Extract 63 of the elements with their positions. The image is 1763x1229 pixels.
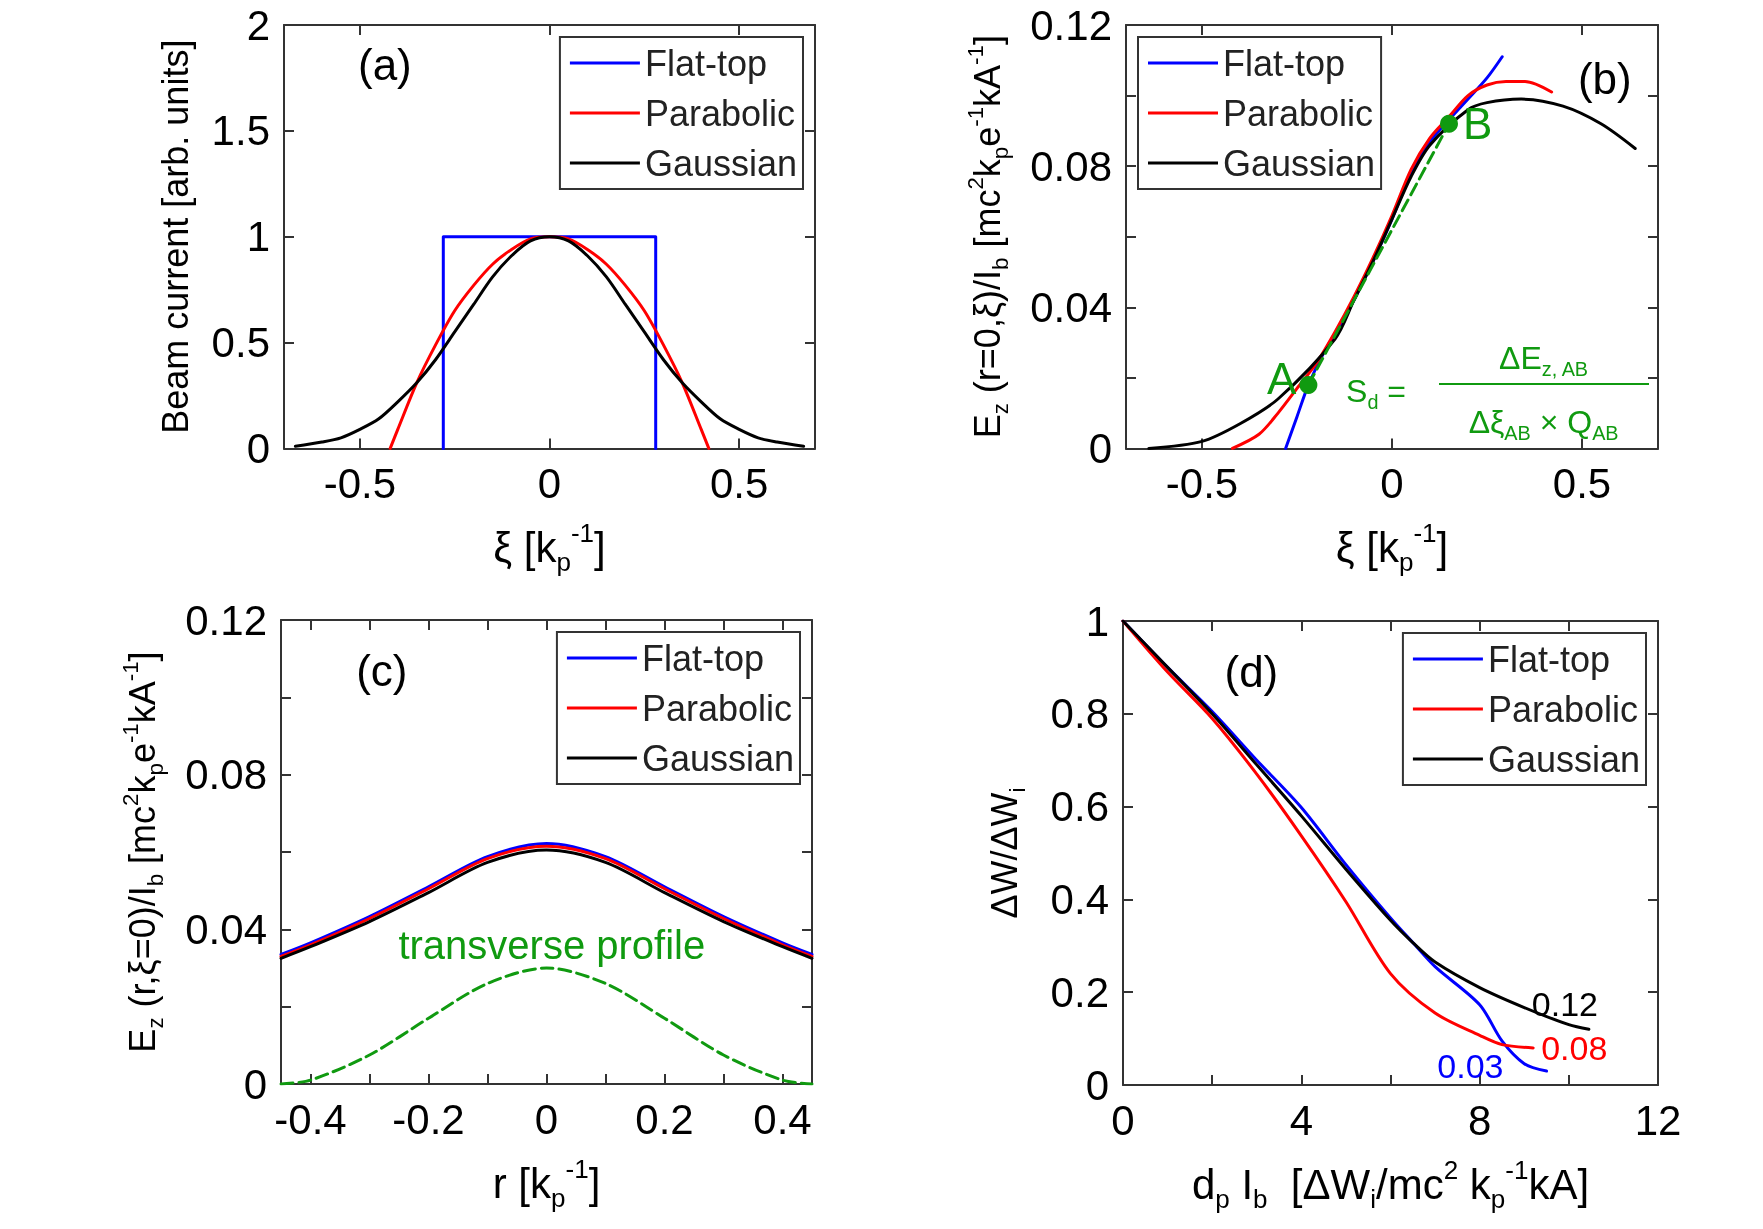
x-tick-label: 0.2 xyxy=(635,1095,694,1143)
y-axis-title: ΔW/ΔWi xyxy=(984,787,1030,919)
annotation: (c) xyxy=(356,645,408,696)
legend-label: Flat-top xyxy=(1487,638,1610,680)
legend-label: Flat-top xyxy=(644,42,767,84)
data-label: 0.12 xyxy=(1531,985,1598,1024)
y-axis-title: Beam current [arb. units] xyxy=(155,39,197,434)
y-tick-label: 0.08 xyxy=(1030,142,1112,190)
annotation: (b) xyxy=(1577,53,1632,104)
y-tick-label: 0.12 xyxy=(185,596,267,644)
y-tick-label: 0 xyxy=(246,424,270,472)
x-tick-label: -0.5 xyxy=(323,459,397,507)
x-tick-label: -0.2 xyxy=(392,1095,465,1143)
x-tick-label: 0.4 xyxy=(753,1095,812,1143)
y-tick-label: 1 xyxy=(246,213,270,261)
y-tick-label: 0.08 xyxy=(185,751,267,799)
x-tick-label: 4 xyxy=(1289,1096,1314,1144)
y-tick-label: 0.04 xyxy=(185,905,267,953)
data-label: 0.08 xyxy=(1541,1028,1608,1067)
x-tick-label: 0 xyxy=(534,1095,559,1143)
y-tick-label: 1 xyxy=(1085,597,1109,645)
legend-label: Parabolic xyxy=(644,92,796,134)
x-tick-label: 0 xyxy=(1380,459,1404,507)
annotation: transverse profile xyxy=(398,922,706,967)
x-tick-label: 0.5 xyxy=(709,459,769,507)
data-label: 0.03 xyxy=(1437,1047,1504,1086)
legend-label: Flat-top xyxy=(1223,42,1346,84)
annotation: A xyxy=(1267,353,1297,404)
legend-label: Flat-top xyxy=(641,637,764,679)
legend-label: Parabolic xyxy=(1223,92,1374,134)
y-tick-label: 0.04 xyxy=(1030,283,1112,331)
y-tick-label: 0.6 xyxy=(1050,783,1109,831)
legend-label: Gaussian xyxy=(644,142,798,184)
x-tick-label: -0.5 xyxy=(1165,459,1239,507)
legend-label: Gaussian xyxy=(641,737,795,779)
y-tick-label: 0.4 xyxy=(1050,875,1109,923)
x-tick-label: 8 xyxy=(1467,1096,1492,1144)
y-tick-label: 0 xyxy=(1085,1061,1109,1109)
annotation: Δξ$_{AB}$ × Q$_{AB}$ xyxy=(1468,404,1619,446)
x-tick-label: 12 xyxy=(1634,1096,1682,1144)
annotation: B xyxy=(1463,98,1493,148)
x-tick-label: -0.4 xyxy=(274,1095,347,1143)
text: Ez (r,ξ=0)/Ib [mc2kpe-1kA-1] xyxy=(117,651,168,1053)
x-tick-label: 0 xyxy=(537,459,562,507)
y-tick-label: 0 xyxy=(1088,424,1112,472)
x-tick-label: 0.5 xyxy=(1552,459,1612,507)
y-tick-label: 1.5 xyxy=(211,107,270,155)
y-tick-label: 2 xyxy=(246,1,270,49)
annotation: (d) xyxy=(1224,646,1279,697)
text: Ez (r=0,ξ)/Ib [mc2kpe-1kA-1] xyxy=(962,35,1013,439)
line-series xyxy=(293,235,806,448)
annotation: S$_{d}$ = xyxy=(1346,372,1407,415)
annotation: ΔE$_{z, AB}$ xyxy=(1438,339,1649,385)
legend-label: Gaussian xyxy=(1223,142,1376,184)
y-tick-label: 0.5 xyxy=(211,319,270,367)
y-tick-label: 0.2 xyxy=(1050,968,1109,1016)
y-tick-label: 0 xyxy=(243,1060,267,1108)
y-tick-label: 0.12 xyxy=(1030,1,1112,49)
legend-label: Parabolic xyxy=(641,687,793,729)
annotation: (a) xyxy=(357,40,412,90)
legend-label: Gaussian xyxy=(1487,738,1641,780)
legend-label: Parabolic xyxy=(1487,688,1639,730)
y-tick-label: 0.8 xyxy=(1050,690,1109,738)
